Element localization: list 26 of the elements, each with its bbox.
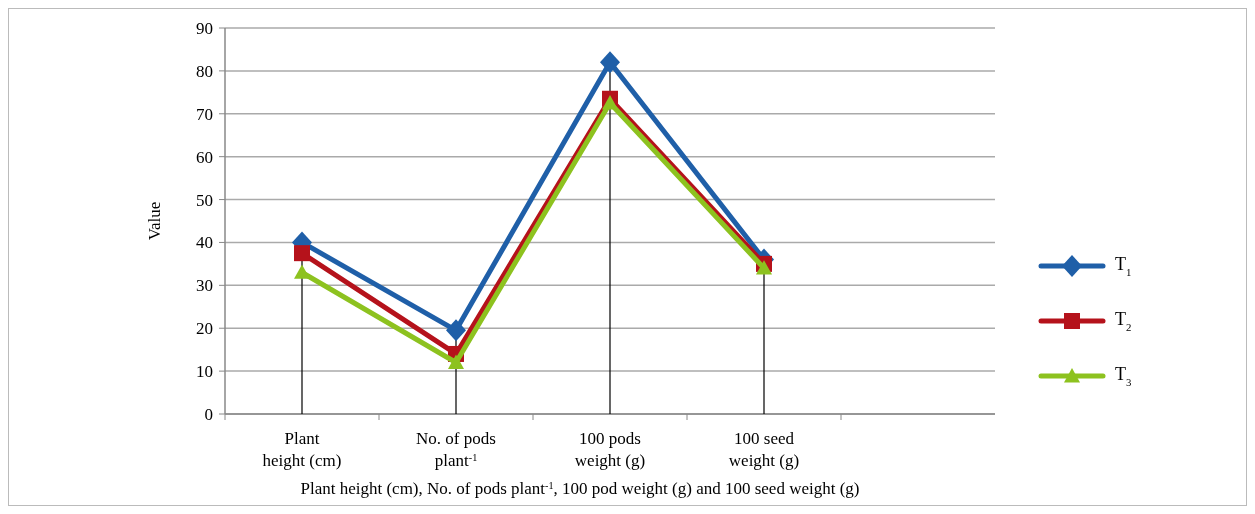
- point: [448, 354, 464, 369]
- point: [294, 264, 310, 279]
- point: [294, 245, 310, 262]
- y-tick-label: 0: [204, 404, 213, 424]
- y-tick-label: 90: [196, 18, 213, 38]
- legend-label: T$_{2}$: [1115, 308, 1132, 333]
- y-tick-label: 40: [196, 233, 213, 253]
- y-tick-label: 30: [196, 276, 213, 296]
- y-axis-title: Value: [145, 201, 164, 241]
- legend-label: T$_{1}$: [1115, 253, 1132, 278]
- y-tick-label: 70: [196, 104, 213, 124]
- y-tick-label: 20: [196, 319, 213, 339]
- point: [756, 260, 772, 275]
- point: [600, 51, 620, 74]
- y-tick-label: 10: [196, 362, 213, 382]
- x-tick-label: 100 pods weight (g): [574, 429, 646, 470]
- x-tick-label: 100 seed weight (g): [728, 429, 800, 470]
- x-tick-label: No. of pods plant$^{-1}$: [416, 429, 496, 470]
- point: [602, 95, 618, 110]
- y-tick-label: 50: [196, 190, 213, 210]
- x-axis-title: Plant height (cm), No. of pods plant$^{-1}$, 100 pod weight (g) and 100 seed weight (g): [300, 479, 860, 498]
- y-tick-label: 80: [196, 61, 213, 81]
- x-tick-label: Plant height (cm): [262, 429, 342, 470]
- y-tick-label: 60: [196, 147, 213, 167]
- legend-label: T$_{3}$: [1115, 363, 1132, 388]
- point: [446, 319, 466, 342]
